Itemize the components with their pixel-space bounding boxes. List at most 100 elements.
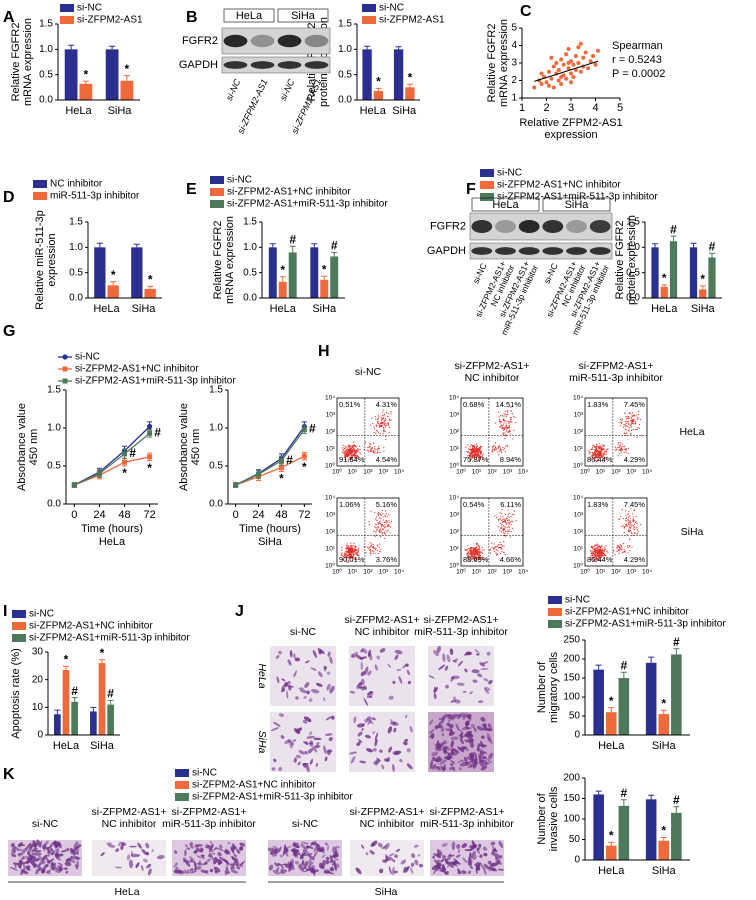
flow-event [348,444,350,446]
y-tick-label: 10 [32,702,44,713]
blot-band [589,220,611,233]
y-tick-label: 1.5 [338,19,352,30]
flow-axis-label: 10³ [627,569,637,576]
flow-event [631,415,634,417]
flow-event [474,449,476,452]
flow-event [348,559,350,561]
error-bar [673,648,680,655]
flow-event [384,418,386,420]
bar [658,840,670,860]
flow-plot-frame [336,497,400,567]
bar [605,845,617,860]
flow-event [507,515,509,517]
flow-event [349,556,351,558]
significance-mark: * [280,263,285,277]
flow-event [627,525,629,528]
flow-event [624,424,626,426]
flow-event [354,550,356,552]
flow-event [501,425,503,427]
flow-event [368,547,370,549]
error-bar [147,285,154,289]
flow-axis-label: 10¹ [348,469,358,476]
x-tick-label: HeLa [360,105,387,117]
flow-event [618,552,620,555]
y-tick-label: 0.0 [39,95,53,106]
flow-event [502,519,504,521]
flow-event [389,526,392,528]
flow-event [592,444,594,446]
flow-event [471,452,473,454]
x-tick-label: SiHa [691,303,716,315]
flow-event [340,554,342,556]
flow-event [366,449,368,452]
scatter-point [569,71,573,76]
flow-event [467,455,469,457]
flow-event [600,447,602,449]
flow-event [596,456,598,459]
flow-event [377,523,380,525]
blot-band [250,61,275,69]
flow-event [345,547,347,549]
flow-event [496,554,498,556]
legend-swatch [548,608,562,616]
flow-event [629,425,631,427]
legend-label: si-ZFPM2-AS1+miR-511-3p inhibitor [192,792,353,803]
flow-event [474,559,476,562]
flow-event [494,446,497,448]
flow-event [602,550,605,552]
flow-event [588,458,590,460]
flow-event [592,456,594,458]
legend-swatch [60,4,74,12]
flow-event [625,524,627,526]
flow-event [506,427,508,429]
flow-event [506,522,508,524]
flow-event [480,556,482,559]
flow-axis-label: 10² [574,529,584,536]
flow-event [351,553,353,556]
flow-event [510,530,512,533]
point-marker [147,423,153,430]
flow-event [615,449,617,451]
panel-label: D [3,189,15,206]
group-frame [471,197,540,212]
flow-event [470,560,472,562]
flow-axis-label: 10⁰ [325,462,335,470]
error-bar [107,699,114,705]
flow-event [624,432,626,434]
blot-band [277,34,302,48]
flow-event [350,549,352,551]
cell [24,871,29,875]
y-tick-label: 1.0 [47,423,61,434]
y-tick-label: 1.0 [69,242,83,253]
flow-event [508,526,510,528]
y-tick-label: 50 [569,711,581,722]
y-tick-label: 0.5 [69,267,83,278]
panel-label: G [3,323,15,340]
scatter-point [556,68,561,72]
annotation: r = 0.5243 [612,54,662,66]
flow-event [625,422,627,424]
flow-axis-label: 10⁴ [573,495,583,502]
flow-event [388,523,390,526]
flow-event [351,545,353,547]
bar [660,286,668,298]
flow-event [476,452,479,454]
blot-band [589,247,611,255]
flow-event [350,447,352,450]
flow-event [507,519,509,522]
flow-event [348,553,351,556]
flow-event [498,419,500,421]
flow-event [383,525,385,527]
flow-event [354,552,357,554]
flow-event [511,527,513,529]
flow-event [342,444,344,446]
flow-event [509,416,511,418]
flow-event [625,525,627,527]
fit-line [534,60,599,82]
flow-event [507,430,510,433]
flow-event [509,519,511,521]
flow-event [466,548,468,551]
flow-event [471,444,473,447]
y-tick-label: 3 [511,58,517,69]
flow-event [341,451,344,453]
